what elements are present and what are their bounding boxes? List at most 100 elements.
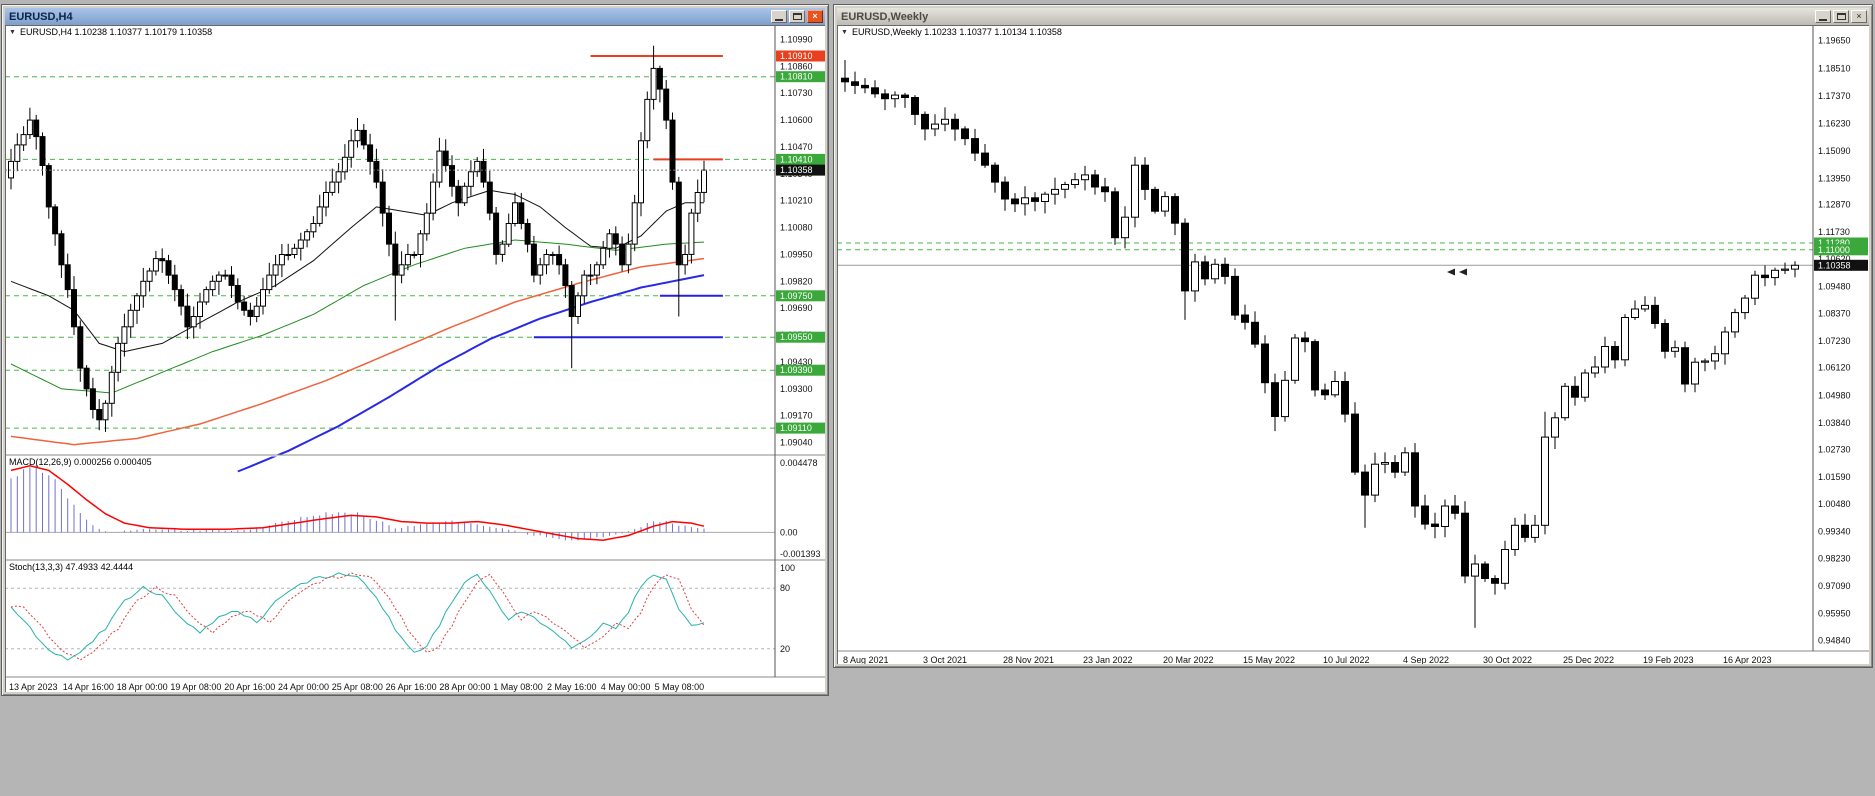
svg-text:13 Apr 2023: 13 Apr 2023 xyxy=(9,682,58,692)
svg-text:1.10358: 1.10358 xyxy=(1818,260,1851,270)
svg-text:26 Apr 16:00: 26 Apr 16:00 xyxy=(386,682,437,692)
svg-text:0.99340: 0.99340 xyxy=(1818,527,1851,537)
svg-text:25 Apr 08:00: 25 Apr 08:00 xyxy=(332,682,383,692)
ohlc-readout-weekly: EURUSD,Weekly 1.10233 1.10377 1.10134 1.… xyxy=(851,27,1062,37)
minimize-icon xyxy=(1819,19,1827,21)
svg-text:1.09750: 1.09750 xyxy=(780,291,813,301)
svg-text:15 May 2022: 15 May 2022 xyxy=(1243,655,1295,664)
svg-text:0.94840: 0.94840 xyxy=(1818,635,1851,645)
weekly-price-axis: 1.19650 1.18510 1.17370 1.16230 1.15090 1.139… xyxy=(1818,36,1851,646)
svg-text:3 Oct 2021: 3 Oct 2021 xyxy=(923,655,967,664)
window-controls-weekly: × xyxy=(1815,10,1867,23)
svg-text:20: 20 xyxy=(780,644,790,654)
svg-text:1.10810: 1.10810 xyxy=(780,72,813,82)
svg-text:1.08370: 1.08370 xyxy=(1818,308,1851,318)
titlebar-weekly[interactable]: EURUSD,Weekly × xyxy=(837,8,1869,25)
chart-window-eurusd-h4[interactable]: EURUSD,H4 × 0.004478 0.00 -0.001393 100 80 20… xyxy=(1,4,829,696)
svg-text:1.02730: 1.02730 xyxy=(1818,445,1851,455)
svg-text:0.97090: 0.97090 xyxy=(1818,581,1851,591)
minimize-icon xyxy=(775,19,783,21)
svg-text:1.09110: 1.09110 xyxy=(780,423,812,433)
macd-label: MACD(12,26,9) 0.000256 0.000405 xyxy=(9,457,152,467)
macd-histogram xyxy=(10,465,705,541)
svg-text:1.18510: 1.18510 xyxy=(1818,63,1851,73)
svg-text:1.15090: 1.15090 xyxy=(1818,146,1851,156)
svg-text:18 Apr 00:00: 18 Apr 00:00 xyxy=(117,682,168,692)
svg-text:28 Nov 2021: 28 Nov 2021 xyxy=(1003,655,1054,664)
svg-text:1.16230: 1.16230 xyxy=(1818,118,1851,128)
maximize-icon xyxy=(1836,13,1846,20)
h4-candlesticks xyxy=(8,45,707,432)
close-button[interactable]: × xyxy=(807,10,823,23)
svg-text:-0.001393: -0.001393 xyxy=(780,549,821,559)
svg-text:1.09390: 1.09390 xyxy=(780,365,813,375)
weekly-candlesticks xyxy=(841,60,1799,628)
svg-text:1.09480: 1.09480 xyxy=(1818,282,1851,292)
svg-text:2 May 16:00: 2 May 16:00 xyxy=(547,682,597,692)
svg-text:0.00: 0.00 xyxy=(780,527,798,537)
titlebar-h4[interactable]: EURUSD,H4 × xyxy=(5,8,825,25)
window-title-weekly: EURUSD,Weekly xyxy=(841,10,929,23)
svg-text:1.10410: 1.10410 xyxy=(780,154,813,164)
svg-text:1.11280: 1.11280 xyxy=(1818,238,1850,248)
svg-text:1.09170: 1.09170 xyxy=(780,411,813,421)
svg-text:1.10990: 1.10990 xyxy=(780,35,813,45)
window-controls-h4: × xyxy=(771,10,823,23)
svg-text:1.09300: 1.09300 xyxy=(780,384,813,394)
svg-text:0.98230: 0.98230 xyxy=(1818,553,1851,563)
h4-level-segments[interactable] xyxy=(533,55,723,339)
svg-text:10 Jul 2022: 10 Jul 2022 xyxy=(1323,655,1370,664)
close-button[interactable]: × xyxy=(1851,10,1867,23)
svg-text:1.10080: 1.10080 xyxy=(780,223,813,233)
svg-text:1.10860: 1.10860 xyxy=(780,61,813,71)
restore-button[interactable] xyxy=(789,10,805,23)
svg-text:24 Apr 00:00: 24 Apr 00:00 xyxy=(278,682,329,692)
svg-text:1.10910: 1.10910 xyxy=(780,51,813,61)
svg-text:4 May 00:00: 4 May 00:00 xyxy=(601,682,651,692)
svg-text:25 Dec 2022: 25 Dec 2022 xyxy=(1563,655,1614,664)
svg-text:1.09430: 1.09430 xyxy=(780,357,813,367)
window-title-h4: EURUSD,H4 xyxy=(9,10,73,23)
svg-text:14 Apr 16:00: 14 Apr 16:00 xyxy=(63,682,114,692)
svg-text:1.09820: 1.09820 xyxy=(780,276,813,286)
svg-text:23 Jan 2022: 23 Jan 2022 xyxy=(1083,655,1133,664)
chart-window-eurusd-weekly[interactable]: EURUSD,Weekly × 1.19650 1.18510 1.17370 1.1… xyxy=(833,4,1873,668)
svg-text:1.07230: 1.07230 xyxy=(1818,336,1851,346)
minimize-button[interactable] xyxy=(771,10,787,23)
svg-text:1.11730: 1.11730 xyxy=(1818,227,1850,237)
svg-text:1.09950: 1.09950 xyxy=(780,250,813,260)
macd-signal-line xyxy=(10,465,705,541)
stoch-scale: 100 80 20 xyxy=(780,563,795,654)
svg-text:1.10358: 1.10358 xyxy=(780,165,813,175)
svg-text:1.17370: 1.17370 xyxy=(1818,91,1851,101)
weekly-time-axis: 8 Aug 2021 3 Oct 2021 28 Nov 2021 23 Jan 20… xyxy=(843,655,1772,664)
stoch-label: Stoch(13,3,3) 47.4933 42.4444 xyxy=(9,562,134,572)
chevron-down-icon: ▼ xyxy=(841,28,848,36)
svg-text:8 Aug 2021: 8 Aug 2021 xyxy=(843,655,889,664)
weekly-chart-svg: 1.19650 1.18510 1.17370 1.16230 1.15090 1.139… xyxy=(837,25,1869,664)
svg-text:1.04980: 1.04980 xyxy=(1818,390,1851,400)
ma-blue xyxy=(237,274,705,473)
svg-text:1.06120: 1.06120 xyxy=(1818,363,1851,373)
maximize-button[interactable] xyxy=(1833,10,1849,23)
svg-text:1.19650: 1.19650 xyxy=(1818,36,1851,46)
minimize-button[interactable] xyxy=(1815,10,1831,23)
svg-text:1.09550: 1.09550 xyxy=(780,332,813,342)
svg-text:4 Sep 2022: 4 Sep 2022 xyxy=(1403,655,1449,664)
svg-text:80: 80 xyxy=(780,583,790,593)
svg-text:1.11000: 1.11000 xyxy=(1818,245,1850,255)
chart-header-h4: ▼ EURUSD,H4 1.10238 1.10377 1.10179 1.10… xyxy=(9,27,212,37)
weekly-object-markers[interactable] xyxy=(1447,268,1467,276)
stoch-signal-line xyxy=(10,572,705,661)
svg-text:28 Apr 00:00: 28 Apr 00:00 xyxy=(439,682,490,692)
svg-text:1.12870: 1.12870 xyxy=(1818,200,1851,210)
ma-orange xyxy=(10,257,705,446)
svg-text:1.10470: 1.10470 xyxy=(780,142,813,152)
chart-canvas-weekly[interactable]: 1.19650 1.18510 1.17370 1.16230 1.15090 1.139… xyxy=(837,25,1869,664)
svg-text:1.00480: 1.00480 xyxy=(1818,499,1851,509)
svg-text:30 Oct 2022: 30 Oct 2022 xyxy=(1483,655,1532,664)
chart-canvas-h4[interactable]: 0.004478 0.00 -0.001393 100 80 20 1.10990 1.108… xyxy=(5,25,825,692)
